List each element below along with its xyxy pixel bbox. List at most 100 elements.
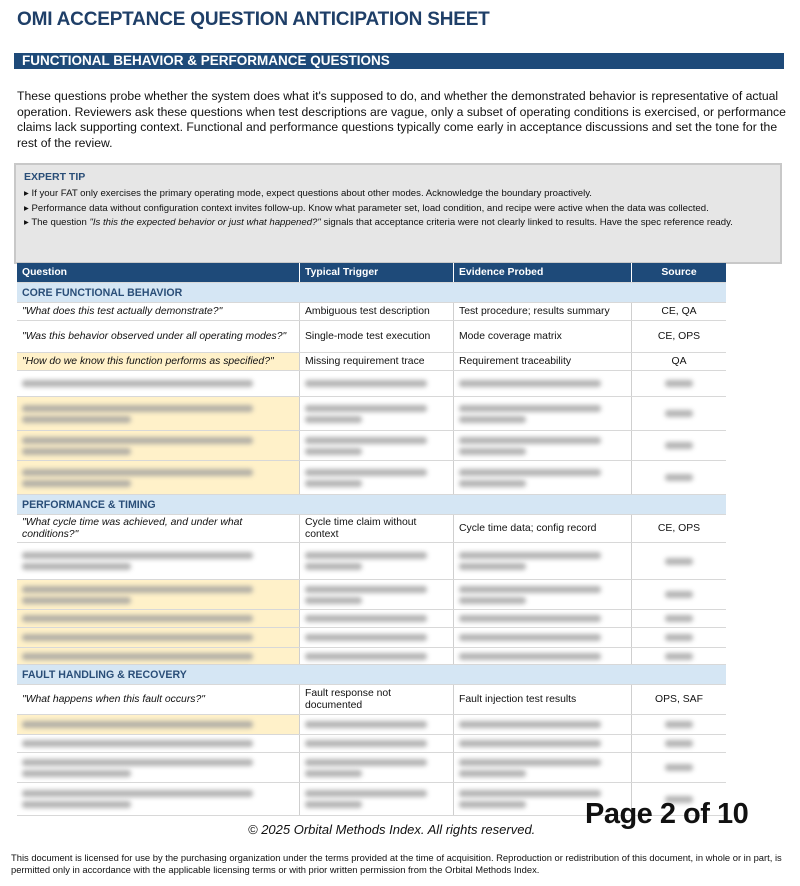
source-cell: QA [671,355,687,367]
redacted-row [17,735,726,753]
question-cell: "How do we know this function performs a… [17,353,300,370]
question-cell: "Was this behavior observed under all op… [17,321,300,352]
table-header: Question Typical Trigger Evidence Probed… [17,263,726,283]
redacted-cell [300,461,454,494]
redacted-text [22,758,254,766]
redacted-row [17,580,726,610]
redacted-cell [632,753,726,782]
redacted-cell [632,580,726,609]
redacted-text [305,596,363,604]
redacted-cell [300,735,454,752]
redacted-text [22,479,131,487]
redacted-cell [300,783,454,815]
redacted-cell [300,715,454,734]
redacted-row [17,543,726,580]
redacted-text [459,740,601,747]
redacted-cell [17,580,300,609]
redacted-text [305,721,427,728]
redacted-text [305,563,363,570]
redacted-row [17,715,726,735]
redacted-text [459,436,601,444]
redacted-text [22,634,254,641]
redacted-text [459,415,526,423]
table-row: "How do we know this function performs a… [17,353,726,371]
redacted-row [17,628,726,648]
redacted-cell [17,543,300,579]
redacted-text [665,721,693,728]
header-question: Question [17,263,300,282]
tip-item: ▸ Performance data without configuration… [24,202,709,214]
redacted-cell [454,461,632,494]
question-cell: "What cycle time was achieved, and under… [17,515,300,542]
redacted-cell [454,783,632,815]
redacted-text [459,380,601,387]
redacted-text [305,447,363,455]
header-source: Source [661,266,697,278]
redacted-text [305,468,427,476]
redacted-cell [454,580,632,609]
page-number: Page 2 of 10 [585,798,749,830]
redacted-cell [454,648,632,664]
redacted-cell [17,397,300,430]
redacted-cell [454,397,632,430]
header-trigger: Typical Trigger [300,263,454,282]
trigger-cell: Ambiguous test description [300,303,454,320]
redacted-row [17,648,726,665]
redacted-text [665,474,693,481]
trigger-cell: Missing requirement trace [300,353,454,370]
redacted-row [17,610,726,628]
redacted-text [665,442,693,449]
redacted-cell [632,543,726,579]
intro-paragraph: These questions probe whether the system… [17,89,786,150]
redacted-cell [454,735,632,752]
evidence-cell: Cycle time data; config record [454,515,632,542]
redacted-row [17,753,726,783]
redacted-text [665,380,693,387]
redacted-text [22,769,131,777]
redacted-text [305,552,427,559]
redacted-row [17,461,726,495]
source-cell: OPS, SAF [655,693,703,705]
table-row: "What cycle time was achieved, and under… [17,515,726,543]
redacted-text [22,790,254,797]
redacted-text [22,801,131,808]
redacted-cell [17,648,300,664]
redacted-text [459,769,526,777]
redacted-text [305,790,427,797]
evidence-cell: Requirement traceability [454,353,632,370]
question-table: Question Typical Trigger Evidence Probed… [17,263,726,816]
redacted-cell [632,783,726,815]
redacted-row [17,431,726,461]
redacted-text [305,380,427,387]
redacted-cell [17,715,300,734]
redacted-text [665,615,693,622]
redacted-text [305,585,427,593]
redacted-text [22,721,254,728]
expert-tip-box: EXPERT TIP ▸ If your FAT only exercises … [14,163,782,264]
redacted-text [459,790,601,797]
section-heading: FUNCTIONAL BEHAVIOR & PERFORMANCE QUESTI… [14,53,784,69]
trigger-cell: Cycle time claim without context [300,515,454,542]
redacted-cell [454,371,632,396]
redacted-text [459,758,601,766]
redacted-text [305,436,427,444]
redacted-text [22,404,254,412]
table-row: "Was this behavior observed under all op… [17,321,726,353]
redacted-text [459,563,526,570]
redacted-cell [17,371,300,396]
redacted-cell [17,431,300,460]
trigger-cell: Single-mode test execution [300,321,454,352]
source-cell: CE, OPS [657,522,701,534]
redacted-cell [632,648,726,664]
evidence-cell: Test procedure; results summary [454,303,632,320]
redacted-cell [17,628,300,647]
redacted-text [665,410,693,417]
redacted-text [22,380,254,387]
license-notice: This document is licensed for use by the… [11,852,782,875]
redacted-cell [632,461,726,494]
redacted-text [665,740,693,747]
redacted-text [22,652,254,660]
redacted-text [459,447,526,455]
redacted-text [305,801,363,808]
redacted-cell [454,753,632,782]
